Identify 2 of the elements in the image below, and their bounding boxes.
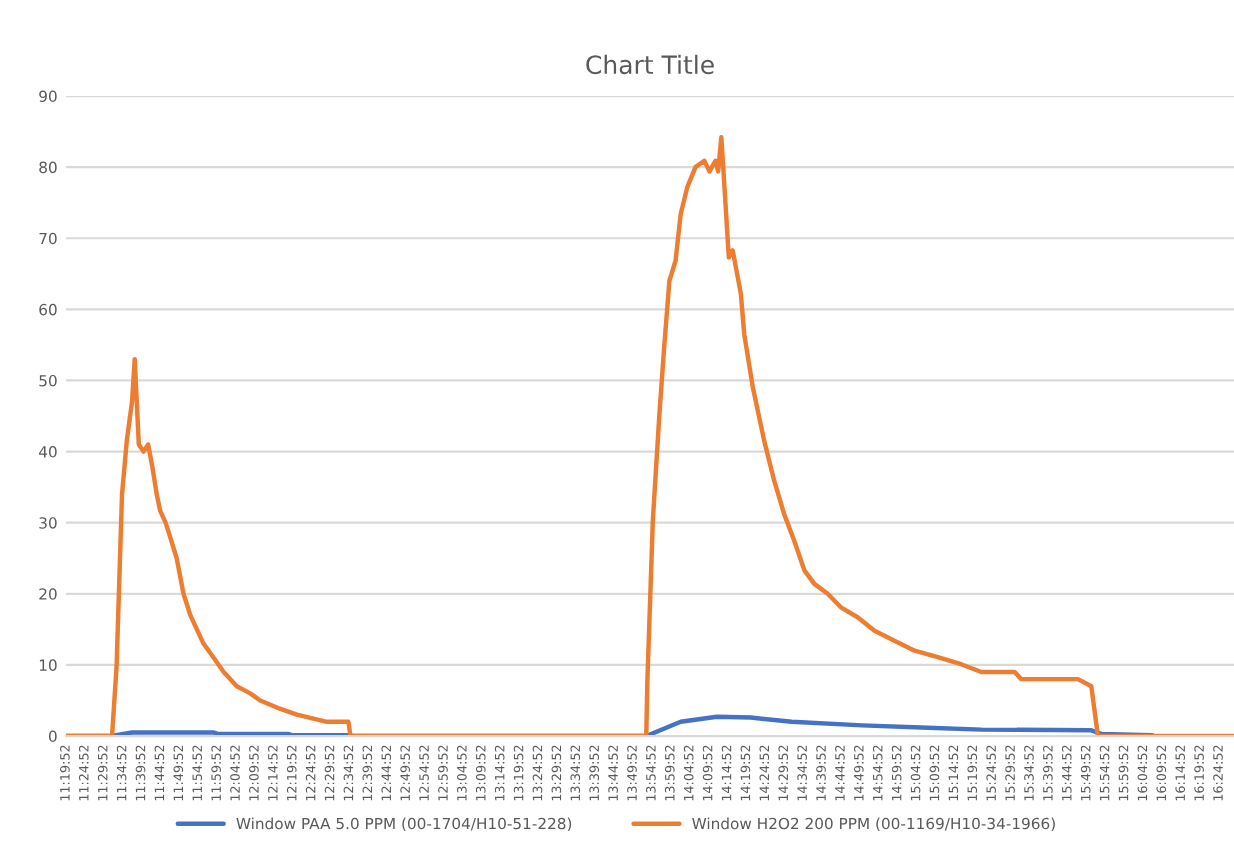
chart-title: Chart Title: [586, 54, 714, 75]
line-series: [66, 135, 1234, 737]
